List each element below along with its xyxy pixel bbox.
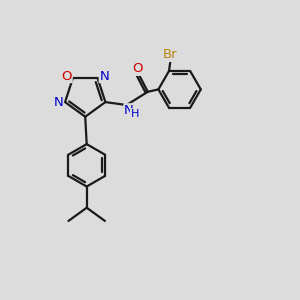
Text: N: N	[124, 104, 134, 117]
Text: O: O	[132, 62, 143, 75]
Text: O: O	[61, 70, 72, 83]
Text: N: N	[99, 70, 109, 83]
Text: H: H	[130, 109, 139, 119]
Text: Br: Br	[163, 48, 178, 62]
Text: N: N	[54, 96, 64, 109]
